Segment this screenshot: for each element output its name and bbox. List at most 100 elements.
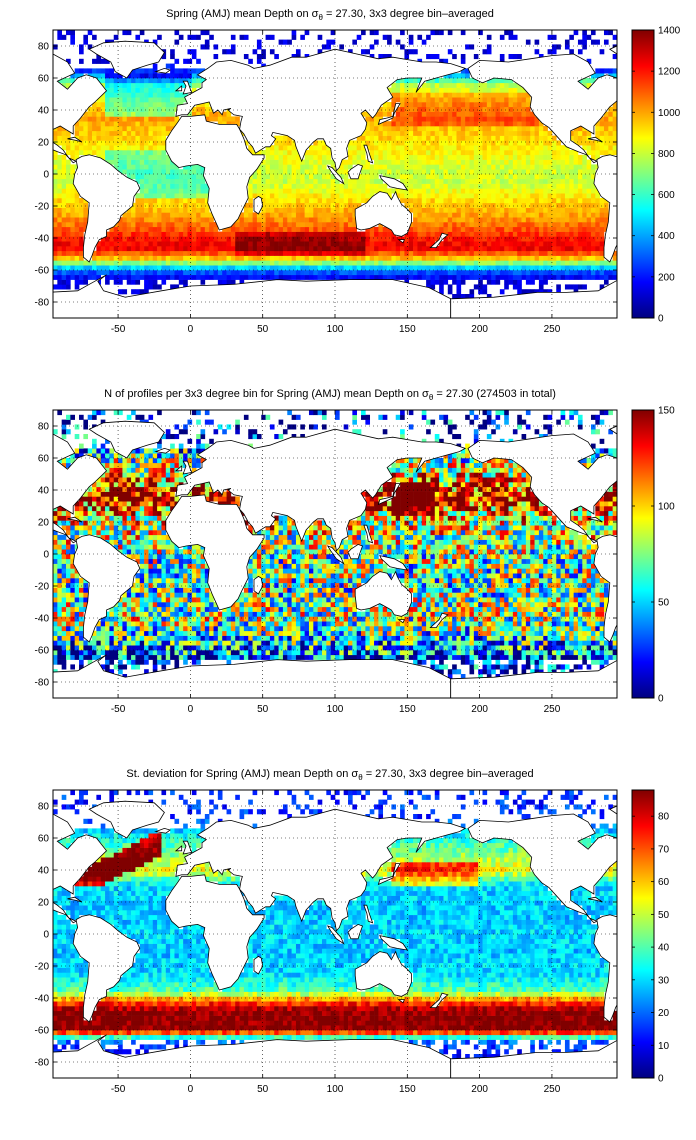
heatmap-cell	[499, 198, 505, 204]
heatmap-cell	[352, 226, 357, 232]
heatmap-cell	[196, 202, 201, 208]
heatmap-cell	[230, 654, 236, 660]
heatmap-cell	[92, 126, 97, 132]
heatmap-cell	[131, 159, 136, 165]
heatmap-cell	[161, 212, 167, 218]
heatmap-cell	[512, 246, 518, 252]
heatmap-cell	[261, 49, 266, 55]
heatmap-cell	[243, 231, 249, 237]
heatmap-cell	[417, 255, 423, 261]
heatmap-cell	[165, 255, 171, 261]
heatmap-cell	[92, 135, 97, 141]
heatmap-cell	[139, 145, 145, 151]
heatmap-cell	[165, 174, 171, 180]
heatmap-cell	[538, 145, 544, 151]
heatmap-cell	[434, 121, 440, 127]
heatmap-cell	[256, 270, 262, 276]
heatmap-cell	[178, 82, 184, 88]
heatmap-cell	[122, 164, 128, 170]
heatmap-cell	[256, 44, 262, 50]
heatmap-cell	[131, 202, 136, 208]
heatmap-cell	[469, 174, 475, 180]
heatmap-cell	[378, 126, 384, 132]
heatmap-cell	[287, 145, 292, 151]
heatmap-cell	[508, 202, 514, 208]
heatmap-cell	[456, 87, 462, 93]
heatmap-cell	[87, 270, 93, 276]
heatmap-cell	[61, 207, 67, 213]
heatmap-cell	[217, 270, 223, 276]
heatmap-cell	[269, 226, 275, 232]
heatmap-cell	[512, 226, 518, 232]
heatmap-cell	[321, 169, 327, 175]
heatmap-cell	[534, 650, 540, 656]
heatmap-cell	[378, 116, 384, 122]
heatmap-cell	[590, 198, 596, 204]
heatmap-cell	[352, 207, 357, 213]
heatmap-cell	[495, 106, 501, 112]
heatmap-cell	[135, 650, 141, 656]
heatmap-cell	[113, 270, 119, 276]
heatmap-cell	[174, 174, 180, 180]
heatmap-cell	[460, 54, 466, 60]
heatmap-cell	[456, 106, 462, 112]
heatmap-cell	[196, 270, 201, 276]
heatmap-cell	[473, 650, 479, 656]
heatmap-cell	[577, 126, 583, 132]
heatmap-cell	[512, 255, 518, 261]
heatmap-cell	[170, 63, 175, 69]
heatmap-cell	[547, 183, 553, 189]
heatmap-cell	[603, 645, 609, 651]
heatmap-cell	[287, 174, 292, 180]
heatmap-cell	[560, 193, 566, 199]
heatmap-cell	[400, 198, 405, 204]
heatmap-cell	[486, 140, 492, 146]
heatmap-cell	[70, 274, 75, 280]
heatmap-cell	[209, 111, 214, 117]
heatmap-cell	[53, 178, 58, 184]
heatmap-cell	[599, 212, 605, 218]
heatmap-cell	[343, 222, 349, 228]
heatmap-cell	[417, 654, 423, 660]
heatmap-cell	[473, 212, 479, 218]
heatmap-cell	[434, 92, 440, 98]
heatmap-cell	[504, 97, 509, 103]
heatmap-cell	[499, 188, 505, 194]
heatmap-cell	[126, 92, 132, 98]
heatmap-cell	[378, 226, 384, 232]
heatmap-cell	[178, 236, 184, 242]
heatmap-cell	[469, 102, 475, 108]
heatmap-cell	[447, 183, 453, 189]
heatmap-cell	[183, 274, 188, 280]
heatmap-cell	[300, 217, 305, 223]
heatmap-cell	[413, 217, 418, 223]
heatmap-cell	[560, 198, 566, 204]
heatmap-cell	[352, 246, 357, 252]
heatmap-cell	[230, 265, 236, 271]
heatmap-cell	[603, 270, 609, 276]
heatmap-cell	[105, 659, 110, 665]
heatmap-cell	[491, 274, 496, 280]
heatmap-cell	[556, 255, 561, 261]
heatmap-cell	[105, 97, 110, 103]
heatmap-cell	[443, 654, 449, 660]
heatmap-cell	[512, 130, 518, 136]
heatmap-cell	[53, 198, 58, 204]
heatmap-cell	[265, 274, 271, 280]
heatmap-cell	[447, 178, 453, 184]
heatmap-cell	[57, 183, 62, 189]
heatmap-cell	[543, 270, 548, 276]
heatmap-cell	[200, 231, 206, 237]
heatmap-cell	[465, 130, 470, 136]
heatmap-cell	[126, 217, 132, 223]
heatmap-cell	[612, 260, 617, 266]
heatmap-cell	[443, 217, 449, 223]
heatmap-cell	[447, 145, 453, 151]
heatmap-cell	[148, 246, 154, 252]
heatmap-cell	[508, 78, 514, 84]
heatmap-cell	[265, 183, 271, 189]
heatmap-cell	[287, 236, 292, 242]
heatmap-cell	[404, 183, 410, 189]
heatmap-cell	[447, 97, 453, 103]
heatmap-cell	[421, 102, 427, 108]
